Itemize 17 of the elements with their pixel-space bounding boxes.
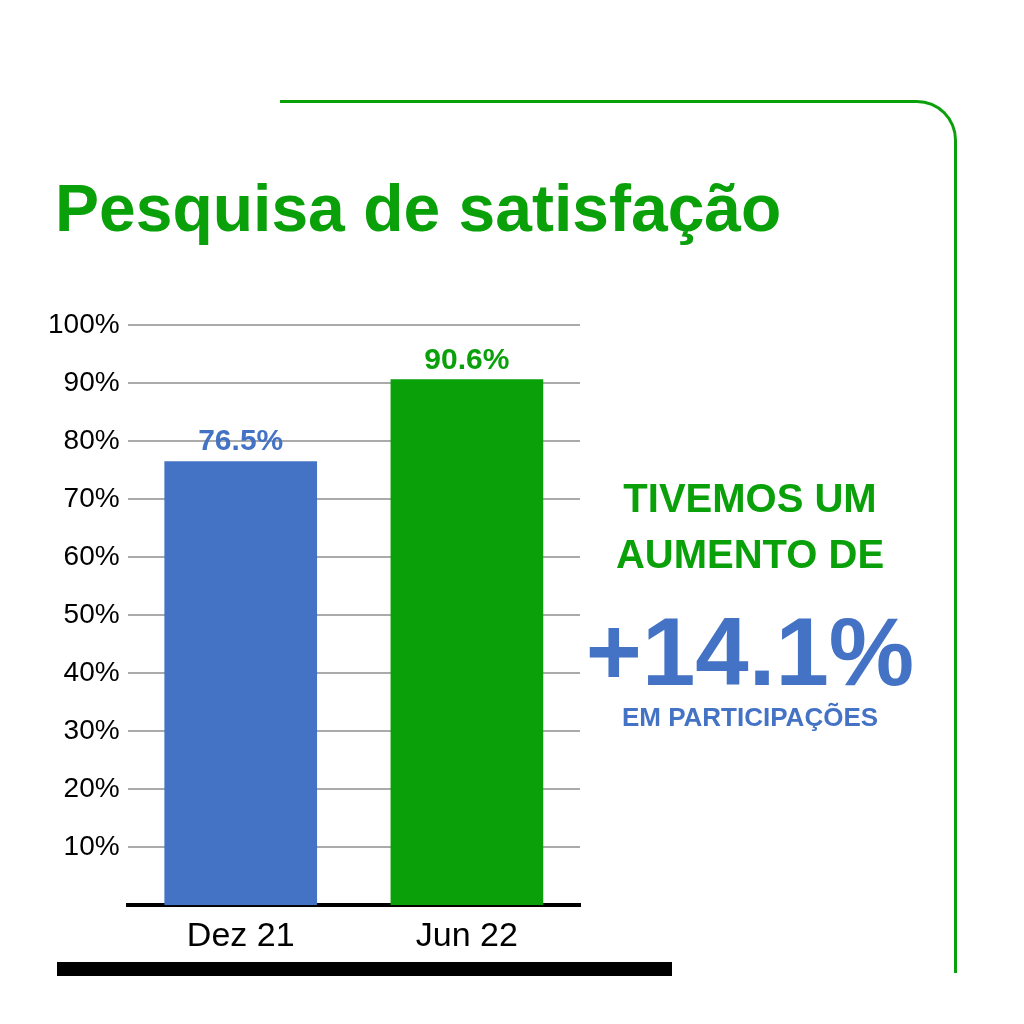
- y-tick-label: 80%: [63, 423, 120, 455]
- x-tick-label: Dez 21: [186, 914, 295, 953]
- y-tick-label: 40%: [63, 655, 120, 687]
- x-tick-label: Jun 22: [415, 914, 518, 953]
- chart-title: Pesquisa de satisfação: [55, 170, 792, 246]
- data-label: 76.5%: [198, 423, 284, 457]
- y-tick-label: 70%: [63, 481, 120, 513]
- text: TIVEMOS UM AUMENTO DE: [614, 475, 886, 578]
- text: EM PARTICIPAÇÕES: [620, 702, 880, 733]
- y-tick-label: 100%: [47, 307, 120, 339]
- y-tick-label: 10%: [63, 829, 120, 861]
- y-tick-label: 60%: [63, 539, 120, 571]
- y-tick-label: 50%: [63, 597, 120, 629]
- data-label: 90.6%: [424, 341, 510, 375]
- y-tick-label: 90%: [63, 365, 120, 397]
- y-tick-label: 20%: [63, 771, 120, 803]
- y-tick-label: 30%: [63, 713, 120, 745]
